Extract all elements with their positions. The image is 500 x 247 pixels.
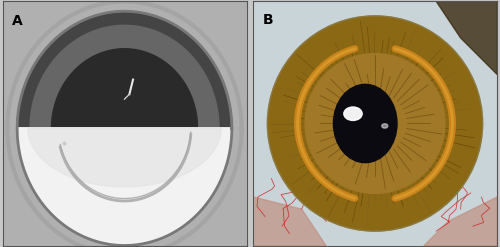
Polygon shape bbox=[424, 197, 498, 246]
Polygon shape bbox=[17, 11, 232, 246]
Ellipse shape bbox=[382, 124, 388, 128]
Polygon shape bbox=[252, 197, 326, 246]
Circle shape bbox=[268, 16, 482, 231]
Polygon shape bbox=[17, 128, 232, 246]
Polygon shape bbox=[28, 128, 221, 187]
Polygon shape bbox=[30, 25, 219, 128]
Polygon shape bbox=[52, 49, 198, 128]
Ellipse shape bbox=[344, 107, 362, 121]
Polygon shape bbox=[36, 32, 212, 128]
Polygon shape bbox=[17, 11, 232, 128]
Circle shape bbox=[305, 54, 445, 193]
Text: A: A bbox=[12, 14, 23, 28]
Polygon shape bbox=[436, 1, 498, 75]
Text: B: B bbox=[262, 14, 273, 27]
Ellipse shape bbox=[334, 84, 397, 163]
